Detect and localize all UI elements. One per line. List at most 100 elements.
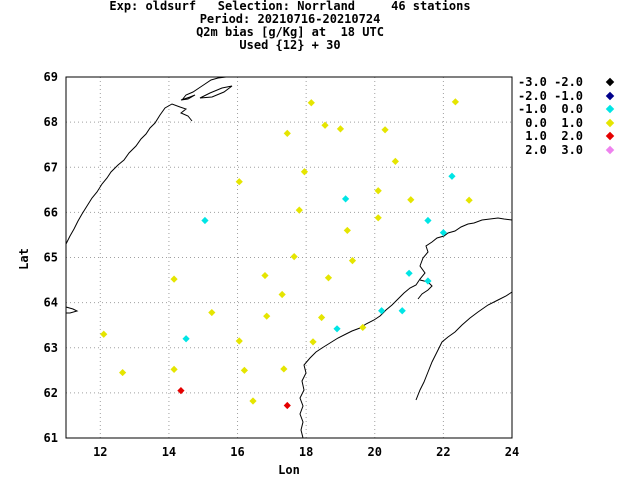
title-line-3: Q2m bias [g/Kg] at 18 UTC xyxy=(196,25,384,39)
legend-marker xyxy=(605,77,615,87)
station-markers xyxy=(100,98,473,410)
legend-entry: -1.0 0.0 xyxy=(518,103,628,117)
station-marker xyxy=(119,368,127,377)
coastline xyxy=(65,76,513,439)
station-marker xyxy=(342,195,350,203)
legend-entry: -2.0 -1.0 xyxy=(518,88,628,104)
x-tick-label: 12 xyxy=(93,445,107,459)
station-marker xyxy=(235,337,243,345)
station-marker xyxy=(182,335,190,343)
x-tick-label: 14 xyxy=(162,445,176,459)
plot-frame xyxy=(65,76,513,439)
legend-marker xyxy=(605,145,615,154)
station-marker xyxy=(343,226,351,235)
legend-entry: 0.0 1.0 xyxy=(518,115,628,131)
x-tick-label: 16 xyxy=(230,445,244,459)
station-marker xyxy=(391,157,399,165)
station-marker xyxy=(290,252,298,261)
x-tick-labels: 12 14 16 18 20 22 24 xyxy=(93,445,519,459)
x-tick-label: 24 xyxy=(505,445,519,459)
station-marker xyxy=(424,277,432,285)
legend-marker xyxy=(605,131,615,141)
station-marker xyxy=(208,308,216,317)
y-tick-label: 61 xyxy=(44,431,58,445)
legend-label: -3.0 -2.0 xyxy=(518,75,584,89)
y-tick-labels: 61 62 63 64 65 66 67 68 69 xyxy=(44,70,58,445)
x-tick-label: 20 xyxy=(368,445,382,459)
legend-label: -1.0 0.0 xyxy=(518,102,584,116)
legend-entry: 1.0 2.0 xyxy=(518,130,628,144)
station-marker xyxy=(317,313,326,322)
station-marker xyxy=(300,168,309,176)
station-marker xyxy=(374,187,382,195)
station-marker xyxy=(324,274,333,282)
legend-entry: 2.0 3.0 xyxy=(518,142,628,158)
station-marker xyxy=(240,366,248,374)
station-marker xyxy=(405,269,413,277)
station-marker xyxy=(398,307,406,315)
x-axis-label: Lon xyxy=(278,463,300,477)
station-marker xyxy=(424,216,432,225)
legend-label: 0.0 1.0 xyxy=(518,115,584,130)
title-line-2: Period: 20210716-20210724 xyxy=(199,12,381,26)
station-marker xyxy=(278,290,286,299)
station-marker xyxy=(378,307,386,315)
station-marker xyxy=(309,338,317,346)
y-tick-label: 67 xyxy=(44,160,58,174)
y-tick-label: 62 xyxy=(44,386,58,400)
y-tick-label: 63 xyxy=(44,341,58,355)
coastline-south xyxy=(65,306,79,314)
x-tick-label: 22 xyxy=(436,445,450,459)
island-lofoten xyxy=(199,85,233,99)
y-tick-label: 69 xyxy=(44,70,58,84)
station-marker xyxy=(295,206,303,214)
station-marker xyxy=(448,172,456,180)
chart-title-block: Exp: oldsurf Selection: Norrland 46 stat… xyxy=(0,0,580,52)
grid-lines xyxy=(66,77,512,438)
y-axis-label: Lat xyxy=(17,248,31,270)
station-marker xyxy=(235,178,243,186)
station-marker xyxy=(381,126,389,134)
station-marker xyxy=(100,330,108,338)
station-marker xyxy=(439,229,447,237)
legend-label: 2.0 3.0 xyxy=(518,142,584,157)
station-marker xyxy=(465,196,473,204)
station-marker xyxy=(249,397,257,405)
legend: -3.0 -2.0 -2.0 -1.0 -1.0 0.0 0.0 1.0 1.0 2… xyxy=(518,76,628,157)
station-marker xyxy=(261,271,269,280)
island-small xyxy=(180,94,196,101)
station-marker xyxy=(283,401,291,410)
station-marker xyxy=(407,196,415,204)
station-marker xyxy=(336,125,345,133)
coastline-norway xyxy=(65,103,193,245)
coastline-bothnia-west xyxy=(299,217,513,439)
station-marker xyxy=(321,121,329,129)
station-marker xyxy=(283,129,291,138)
y-tick-label: 66 xyxy=(44,205,58,219)
station-marker xyxy=(201,216,209,225)
coastline-kvarken xyxy=(417,279,433,300)
legend-label: -2.0 -1.0 xyxy=(518,88,584,103)
station-marker xyxy=(348,257,357,265)
y-tick-label: 68 xyxy=(44,115,58,129)
station-marker xyxy=(451,98,459,106)
station-marker xyxy=(359,323,367,332)
x-tick-label: 18 xyxy=(299,445,313,459)
legend-entry: -3.0 -2.0 xyxy=(518,76,628,90)
legend-marker xyxy=(605,118,615,127)
legend-marker xyxy=(605,91,615,100)
station-marker xyxy=(263,312,271,320)
station-marker xyxy=(374,214,382,222)
y-tick-label: 64 xyxy=(44,296,58,310)
title-line-4: Used {12} + 30 xyxy=(239,38,341,52)
legend-marker xyxy=(605,104,615,114)
legend-label: 1.0 2.0 xyxy=(518,129,584,143)
station-marker xyxy=(170,275,178,283)
y-tick-label: 65 xyxy=(44,251,58,265)
station-marker xyxy=(307,99,315,107)
coastline-bothnia-east xyxy=(415,291,513,401)
title-line-1: Exp: oldsurf Selection: Norrland 46 stat… xyxy=(109,0,471,13)
station-marker xyxy=(333,325,341,333)
station-marker xyxy=(177,387,185,395)
